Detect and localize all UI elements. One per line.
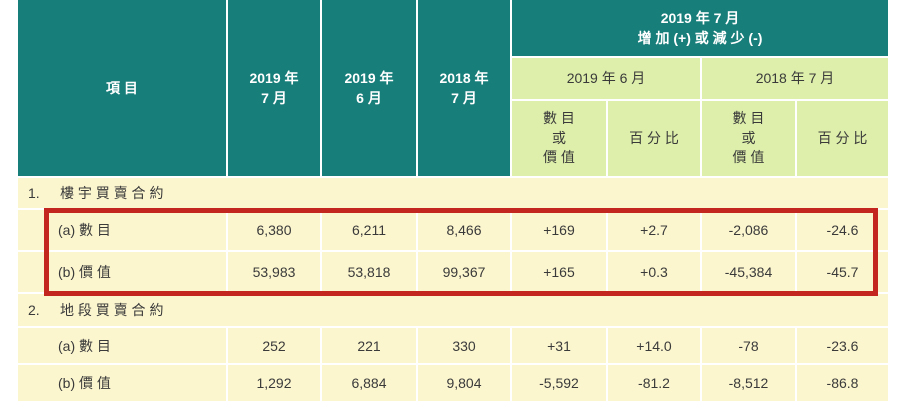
row-1b-pct-vs-2019-06: +0.3 (608, 252, 702, 294)
row-2b-change-vs-2019-06: -5,592 (512, 365, 608, 403)
row-1b-value-2018-07: 99,367 (418, 252, 512, 294)
table-row-2b: (b) 價 值 1,292 6,884 9,804 -5,592 -81.2 -… (18, 365, 891, 403)
section-2-number: 2. (28, 302, 40, 318)
row-2a-change-vs-2019-06: +31 (512, 328, 608, 365)
row-1a-value-2019-07: 6,380 (228, 210, 322, 252)
header-item-column: 項 目 (18, 0, 228, 178)
header-percentage-1: 百 分 比 (608, 101, 702, 178)
row-1b-value-2019-06: 53,818 (322, 252, 418, 294)
row-1a-value-2019-06: 6,211 (322, 210, 418, 252)
row-2a-pct-vs-2018-07: -23.6 (797, 328, 891, 365)
header-col-2019-06: 2019 年 6 月 (322, 0, 418, 178)
header-count-or-value-2: 數 目 或 價 值 (702, 101, 797, 178)
row-1b-change-vs-2018-07: -45,384 (702, 252, 797, 294)
row-2b-label: (b) 價 值 (18, 365, 228, 403)
row-1a-pct-vs-2019-06: +2.7 (608, 210, 702, 252)
table-row-2a: (a) 數 目 252 221 330 +31 +14.0 -78 -23.6 (18, 328, 891, 365)
row-1a-change-vs-2019-06: +169 (512, 210, 608, 252)
row-1a-pct-vs-2018-07: -24.6 (797, 210, 891, 252)
row-2a-value-2018-07: 330 (418, 328, 512, 365)
section-2-row: 2. 地 段 買 賣 合 約 (18, 294, 891, 328)
row-2a-change-vs-2018-07: -78 (702, 328, 797, 365)
header-percentage-2: 百 分 比 (797, 101, 891, 178)
row-2a-value-2019-06: 221 (322, 328, 418, 365)
row-1b-value-2019-07: 53,983 (228, 252, 322, 294)
row-2a-pct-vs-2019-06: +14.0 (608, 328, 702, 365)
table-row-1a: (a) 數 目 6,380 6,211 8,466 +169 +2.7 -2,0… (18, 210, 891, 252)
row-1b-pct-vs-2018-07: -45.7 (797, 252, 891, 294)
row-1a-change-vs-2018-07: -2,086 (702, 210, 797, 252)
header-count-or-value-1: 數 目 或 價 值 (512, 101, 608, 178)
land-registry-statistics-table: 項 目 2019 年 7 月 2019 年 6 月 2018 年 7 月 201… (18, 0, 891, 403)
section-1-title: 樓 宇 買 賣 合 約 (60, 185, 164, 201)
section-1-row: 1. 樓 宇 買 賣 合 約 (18, 178, 891, 210)
row-1b-label: (b) 價 值 (18, 252, 228, 294)
row-1b-change-vs-2019-06: +165 (512, 252, 608, 294)
row-1a-value-2018-07: 8,466 (418, 210, 512, 252)
row-2b-value-2019-07: 1,292 (228, 365, 322, 403)
row-2b-pct-vs-2019-06: -81.2 (608, 365, 702, 403)
row-1a-label: (a) 數 目 (18, 210, 228, 252)
header-col-2018-07: 2018 年 7 月 (418, 0, 512, 178)
header-vs-2019-06: 2019 年 6 月 (512, 58, 702, 101)
row-2b-change-vs-2018-07: -8,512 (702, 365, 797, 403)
row-2b-value-2018-07: 9,804 (418, 365, 512, 403)
section-2-title: 地 段 買 賣 合 約 (60, 302, 164, 318)
header-change-group: 2019 年 7 月 增 加 (+) 或 減 少 (-) (512, 0, 891, 58)
header-vs-2018-07: 2018 年 7 月 (702, 58, 891, 101)
section-1-number: 1. (28, 185, 40, 201)
header-col-2019-07: 2019 年 7 月 (228, 0, 322, 178)
row-2b-pct-vs-2018-07: -86.8 (797, 365, 891, 403)
row-2a-label: (a) 數 目 (18, 328, 228, 365)
row-2a-value-2019-07: 252 (228, 328, 322, 365)
table-row-1b: (b) 價 值 53,983 53,818 99,367 +165 +0.3 -… (18, 252, 891, 294)
row-2b-value-2019-06: 6,884 (322, 365, 418, 403)
